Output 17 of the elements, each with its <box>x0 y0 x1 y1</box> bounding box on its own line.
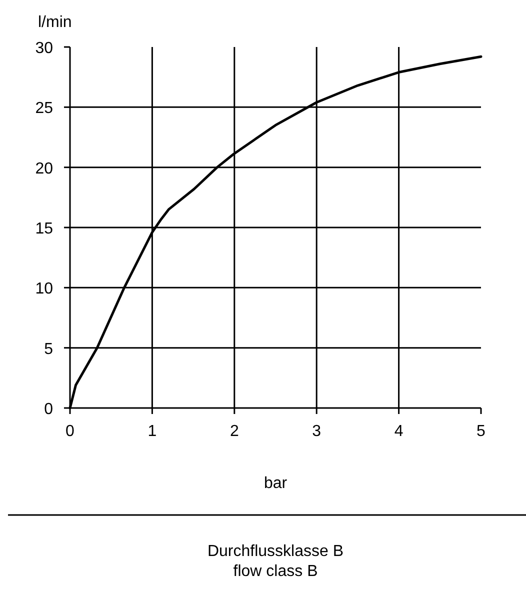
text: Durchflussklasse B <box>207 543 344 560</box>
y-tick-label: 10 <box>35 280 54 298</box>
y-tick-label: 15 <box>35 220 54 238</box>
x-tick-label: 1 <box>148 423 157 440</box>
x-tick-label: 4 <box>394 423 404 440</box>
text: flow class B <box>233 563 318 580</box>
y-tick-label: 5 <box>44 340 54 358</box>
y-tick-label: 25 <box>35 100 54 118</box>
y-tick-label: 0 <box>44 401 54 418</box>
x-tick-label: 3 <box>312 423 322 440</box>
x-tick-label: 0 <box>66 423 75 440</box>
y-tick-label: 30 <box>35 40 54 57</box>
x-tick-label: 5 <box>476 423 486 440</box>
y-tick-label: 20 <box>35 160 54 178</box>
x-axis-title: bar <box>264 475 288 492</box>
y-axis-title: l/min <box>38 14 72 31</box>
x-tick-label: 2 <box>230 423 239 440</box>
